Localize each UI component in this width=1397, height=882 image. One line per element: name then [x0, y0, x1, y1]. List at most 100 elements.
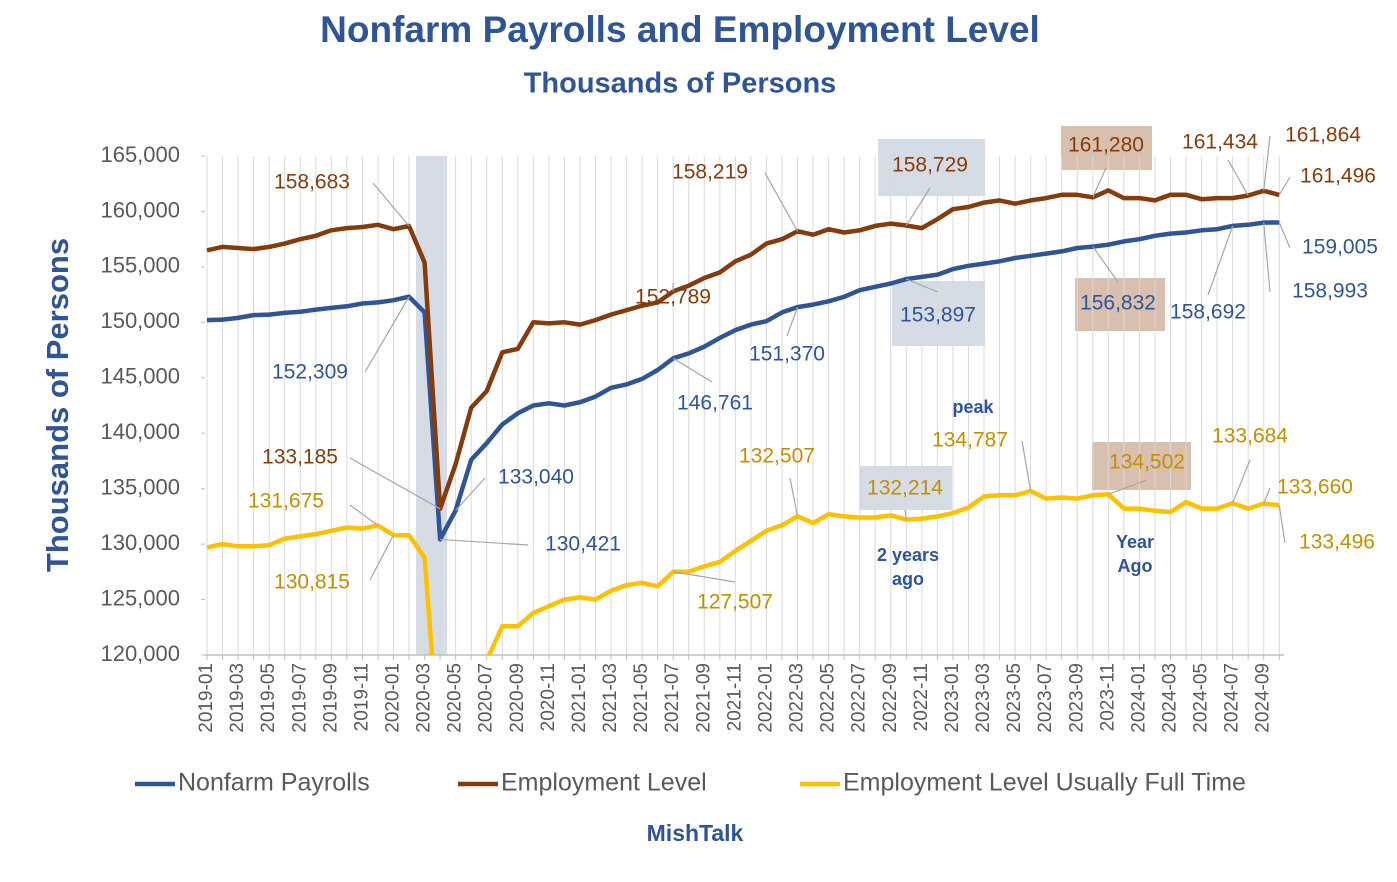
data-label: 161,496: [1300, 165, 1376, 188]
leader-line: [673, 571, 736, 583]
data-label: 130,421: [545, 533, 621, 556]
x-tick-label: 2020-03: [414, 663, 435, 733]
y-tick-label: 150,000: [100, 308, 180, 333]
data-label: 161,280: [1068, 134, 1144, 157]
data-label: 134,502: [1109, 451, 1185, 474]
background-layer: [206, 126, 1280, 655]
leader-line: [364, 296, 410, 373]
x-tick-label: 2024-07: [1222, 663, 1243, 733]
x-tick-label: 2023-09: [1066, 663, 1087, 733]
data-label: 151,370: [749, 343, 825, 366]
annotation: peak: [952, 397, 994, 417]
x-tick-label: 2020-11: [538, 663, 559, 731]
series-line: [206, 488, 1280, 655]
leader-line: [1263, 222, 1271, 293]
x-tick-label: 2019-01: [196, 663, 217, 733]
y-tick-label: 120,000: [100, 641, 180, 666]
data-label: 161,434: [1182, 131, 1258, 154]
data-label: 127,507: [697, 591, 773, 614]
x-tick-label: 2021-03: [600, 663, 621, 733]
leader-line: [1232, 459, 1251, 504]
data-label: 131,675: [248, 490, 324, 513]
data-label: 132,507: [739, 445, 815, 468]
leader-line: [906, 278, 939, 293]
x-tick-label: 2024-01: [1128, 663, 1149, 733]
x-tick-label: 2024-05: [1191, 663, 1212, 733]
leader-line: [1092, 167, 1107, 198]
leader-line: [349, 504, 379, 527]
series-line: [206, 188, 1280, 512]
leader-line: [1092, 246, 1119, 283]
x-tick-label: 2022-05: [818, 663, 839, 733]
data-label: 153,897: [900, 304, 976, 327]
leader-line: [789, 477, 799, 517]
x-tick-label: 2019-09: [320, 663, 341, 733]
y-tick-label: 160,000: [100, 197, 180, 222]
y-tick-label: 165,000: [100, 142, 180, 167]
x-tick-label: 2022-01: [755, 663, 776, 733]
x-tick-label: 2019-03: [227, 663, 248, 733]
chart-subtitle: Thousands of Persons: [524, 68, 837, 100]
leader-line: [764, 172, 799, 232]
chart-title: Nonfarm Payrolls and Employment Level: [320, 9, 1040, 50]
x-tick-label: 2019-07: [289, 663, 310, 733]
y-tick-label: 130,000: [100, 530, 180, 555]
leader-line: [440, 538, 529, 546]
y-tick-label: 140,000: [100, 419, 180, 444]
x-tick-label: 2021-01: [569, 663, 590, 733]
highlight-box: [892, 281, 985, 346]
data-label: 158,219: [672, 161, 748, 184]
data-label: 158,692: [1170, 301, 1246, 324]
x-tick-label: 2019-11: [351, 663, 372, 731]
data-label: 132,214: [867, 477, 943, 500]
x-tick-label: 2021-09: [693, 663, 714, 733]
data-label: 158,993: [1292, 280, 1368, 303]
legend-label: Nonfarm Payrolls: [178, 769, 370, 797]
x-tick-label: 2024-03: [1159, 663, 1180, 733]
legend-label: Employment Level Usually Full Time: [843, 769, 1246, 797]
leader-line: [1207, 225, 1234, 296]
leader-line: [1278, 505, 1286, 544]
series-line: [206, 220, 1280, 542]
y-axis-title: Thousands of Persons: [40, 238, 75, 572]
x-tick-label: 2021-07: [662, 663, 683, 733]
x-tick-label: 2022-07: [849, 663, 870, 733]
leader-line: [904, 509, 907, 520]
data-label: 159,005: [1302, 236, 1378, 259]
legend-label: Employment Level: [501, 769, 707, 797]
annotation: Year Ago: [1115, 532, 1155, 576]
data-label: 152,309: [272, 361, 348, 384]
x-tick-label: 2020-01: [382, 663, 403, 733]
x-tick-label: 2024-09: [1253, 663, 1274, 733]
data-label: 146,761: [677, 392, 753, 415]
data-label: 133,660: [1277, 476, 1353, 499]
x-tick-label: 2021-05: [631, 663, 652, 733]
leader-line: [1278, 222, 1291, 249]
data-label: 133,496: [1299, 531, 1375, 554]
annotation: 2 years ago: [876, 545, 940, 589]
y-tick-label: 125,000: [100, 585, 180, 610]
highlight-box: [878, 139, 985, 196]
data-label: 158,683: [274, 171, 350, 194]
data-label: 134,787: [932, 429, 1008, 452]
x-tick-label: 2023-05: [1004, 663, 1025, 733]
x-tick-label: 2023-07: [1035, 663, 1056, 733]
x-tick-label: 2021-11: [724, 663, 745, 731]
x-tick-label: 2023-03: [973, 663, 994, 733]
data-label: 133,185: [262, 446, 338, 469]
x-tick-label: 2022-09: [880, 663, 901, 733]
leader-line: [349, 457, 441, 510]
footer: MishTalk: [647, 820, 744, 846]
leader-line: [1263, 135, 1271, 191]
highlight-box: [1061, 126, 1152, 170]
leader-line: [455, 477, 486, 511]
data-label: 152,789: [635, 286, 711, 309]
x-tick-label: 2022-03: [787, 663, 808, 733]
y-tick-label: 145,000: [100, 364, 180, 389]
leader-line: [372, 182, 410, 227]
leader-line: [786, 306, 799, 337]
x-tick-label: 2023-01: [942, 663, 963, 733]
leader-line: [1021, 440, 1032, 492]
